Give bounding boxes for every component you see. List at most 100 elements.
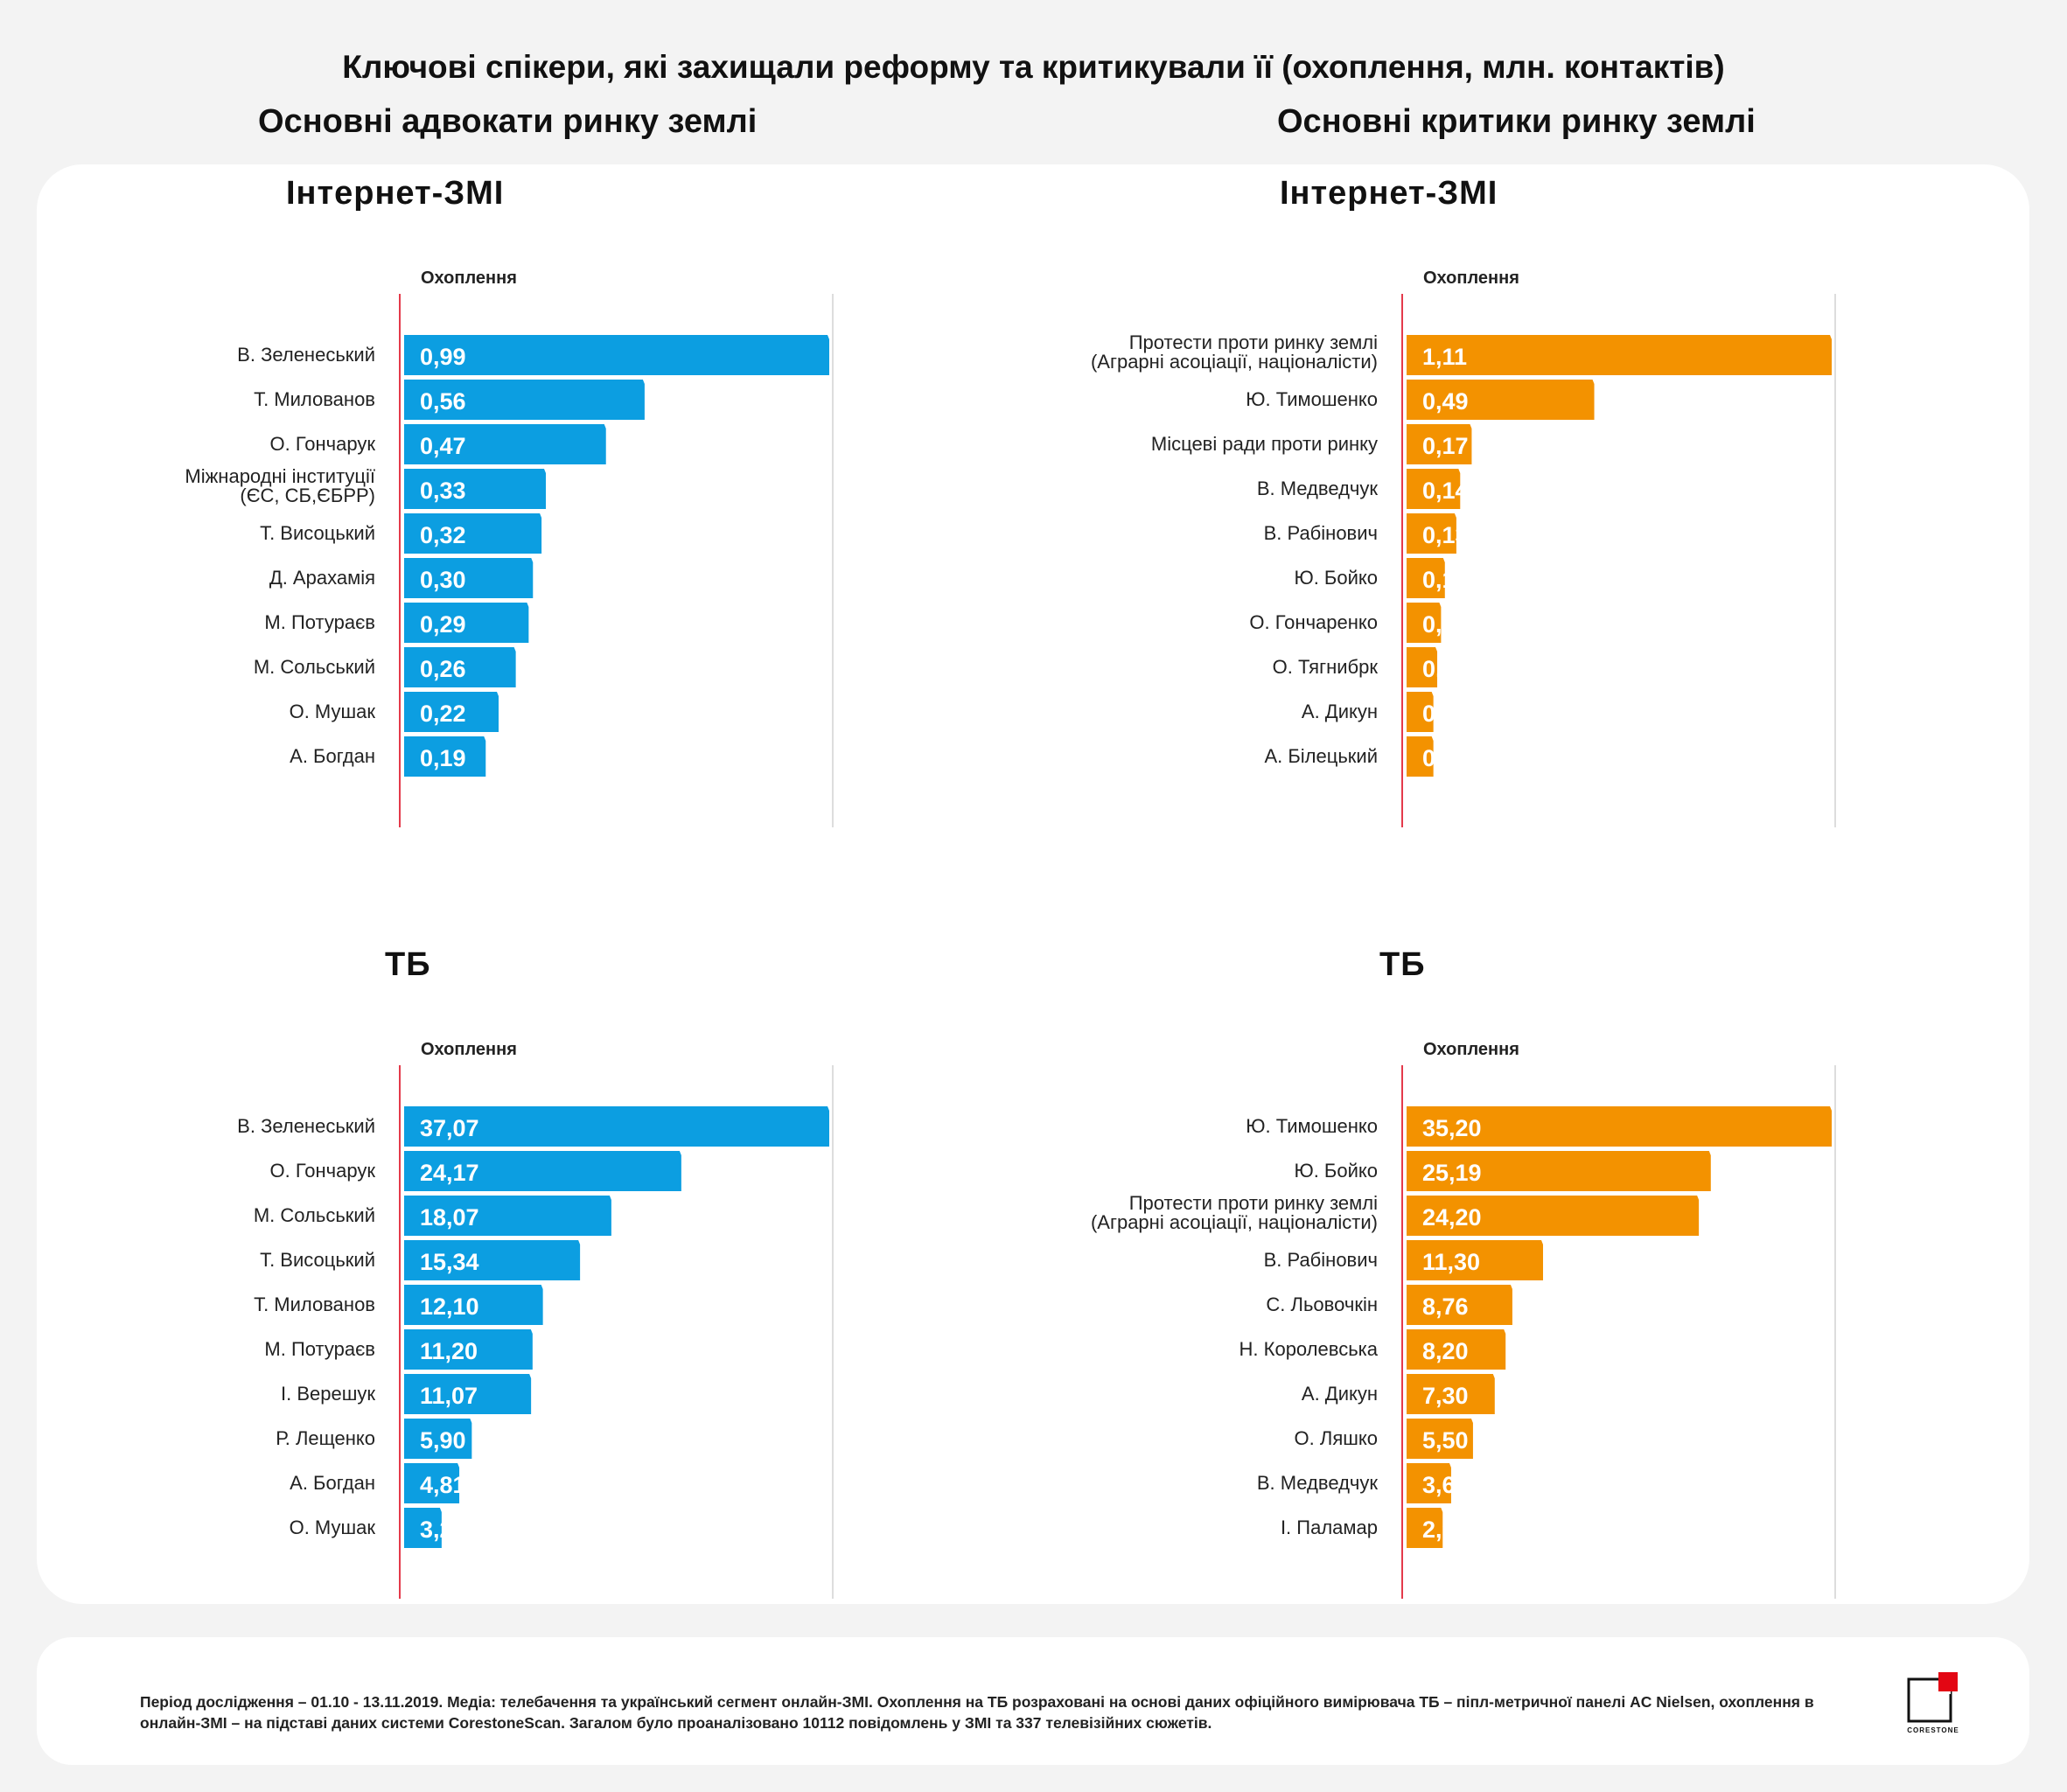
bar [1407, 647, 1438, 687]
bar [404, 335, 829, 375]
data-label: 7,30 [1422, 1383, 1469, 1409]
bar [404, 1106, 829, 1147]
bar [1407, 692, 1434, 732]
data-label: 0,29 [420, 611, 466, 638]
value-header: Охоплення [1423, 268, 1519, 288]
bar [404, 1151, 681, 1191]
bar [404, 1419, 472, 1459]
corestone-logo [1907, 1672, 1958, 1723]
bar [404, 558, 534, 598]
data-label: 25,19 [1422, 1160, 1482, 1186]
data-label: 0,26 [420, 656, 466, 682]
bar [1407, 1285, 1512, 1325]
data-label: 0,17 [1422, 433, 1469, 459]
data-label: 5,90 [420, 1427, 466, 1454]
data-label: 15,34 [420, 1249, 479, 1275]
data-label: 0,08 [1422, 656, 1469, 682]
bar [1407, 1463, 1451, 1503]
bar [1407, 335, 1832, 375]
data-label: 5,50 [1422, 1427, 1469, 1454]
data-label: 24,17 [420, 1160, 479, 1186]
value-header: Охоплення [421, 1040, 517, 1059]
category-label: О. Гончарук [270, 433, 376, 455]
bar [404, 1196, 611, 1236]
category-label: О. Мушак [290, 1517, 376, 1538]
bar [404, 380, 645, 420]
category-label: І. Верешук [281, 1383, 375, 1405]
category-label: О. Гончаренко [1249, 611, 1378, 633]
bar [404, 513, 542, 554]
category-label: О. Тягнибрк [1273, 656, 1379, 678]
data-label: 37,07 [420, 1115, 479, 1141]
bar [1407, 558, 1445, 598]
bar [404, 1508, 442, 1548]
bar [404, 736, 486, 777]
category-label: Д. Арахамія [269, 567, 375, 589]
category-label: Т. Висоцький [260, 522, 375, 544]
data-label: 24,20 [1422, 1204, 1482, 1231]
category-label: А. Дикун [1302, 1383, 1378, 1405]
category-label: Ю. Тимошенко [1246, 1115, 1378, 1137]
category-label: В. Медведчук [1257, 478, 1379, 499]
bar [404, 1374, 532, 1414]
category-label: Протести проти ринку землі (Аграрні асоці… [1091, 331, 1378, 373]
bar [1407, 1240, 1544, 1280]
data-label: 0,33 [420, 478, 466, 504]
data-label: 3,27 [420, 1517, 466, 1543]
bar [1407, 469, 1461, 509]
advocates-heading: Основні адвокати ринку землі [258, 103, 758, 140]
footer-note: Період дослідження – 01.10 - 13.11.2019.… [140, 1693, 1814, 1732]
bar [404, 469, 546, 509]
category-label: В. Зеленеський [237, 1115, 375, 1137]
data-label: 0,07 [1422, 701, 1469, 727]
value-header: Охоплення [1423, 1040, 1519, 1059]
bar [404, 1285, 543, 1325]
data-label: 0,47 [420, 433, 466, 459]
category-label: А. Богдан [290, 745, 375, 767]
content-card [37, 164, 2029, 1604]
bar [404, 647, 516, 687]
logo-label: CORESTONE [1907, 1726, 1959, 1734]
data-label: 0,14 [1422, 478, 1469, 504]
bar [404, 1329, 533, 1370]
bar [1407, 1196, 1700, 1236]
category-label: В. Медведчук [1257, 1472, 1379, 1494]
bar [1407, 736, 1434, 777]
advocates-tv-section-title: ТБ [385, 946, 431, 983]
bar [1407, 1151, 1711, 1191]
bar [404, 692, 499, 732]
data-label: 1,11 [1422, 344, 1467, 370]
value-header: Охоплення [421, 268, 517, 288]
category-label: О. Мушак [290, 701, 376, 722]
category-label: Т. Милованов [254, 388, 375, 410]
category-label: А. Богдан [290, 1472, 375, 1494]
data-label: 8,76 [1422, 1293, 1469, 1320]
critics-tv-panel: Охоплення 35,20 Ю. Тимошенко 25,19 Ю. Бойко 2… [1091, 1040, 1836, 1599]
data-label: 18,07 [420, 1204, 479, 1231]
data-label: 0,56 [420, 388, 466, 415]
advocates-online-section-title: Інтернет-ЗМІ [286, 175, 505, 212]
data-label: 0,30 [420, 567, 466, 593]
critics-online-panel: Охоплення 1,11 Протести проти ринку землі(… [1091, 268, 1836, 827]
critics-heading: Основні критики ринку землі [1277, 103, 1756, 140]
advocates-tv-panel: Охоплення 37,07 В. Зеленеський 24,17 О. Гонч… [237, 1040, 834, 1599]
category-label: М. Сольський [254, 656, 375, 678]
data-label: 0,49 [1422, 388, 1469, 415]
critics-tv-section-title: ТБ [1379, 946, 1426, 983]
bar [1407, 603, 1442, 643]
bar [1407, 1106, 1832, 1147]
data-label: 0,09 [1422, 611, 1469, 638]
data-label: 11,30 [1422, 1249, 1480, 1275]
data-label: 0,07 [1422, 745, 1469, 771]
category-label: Н. Королевська [1240, 1338, 1379, 1360]
data-label: 8,20 [1422, 1338, 1469, 1364]
data-label: 0,13 [1422, 522, 1469, 548]
bar [1407, 1419, 1473, 1459]
category-label: Т. Висоцький [260, 1249, 375, 1271]
bar [1407, 1374, 1495, 1414]
category-label: Ю. Бойко [1294, 1160, 1378, 1182]
critics-online-section-title: Інтернет-ЗМІ [1280, 175, 1498, 212]
category-label: А. Білецький [1264, 745, 1378, 767]
category-label: А. Дикун [1302, 701, 1378, 722]
